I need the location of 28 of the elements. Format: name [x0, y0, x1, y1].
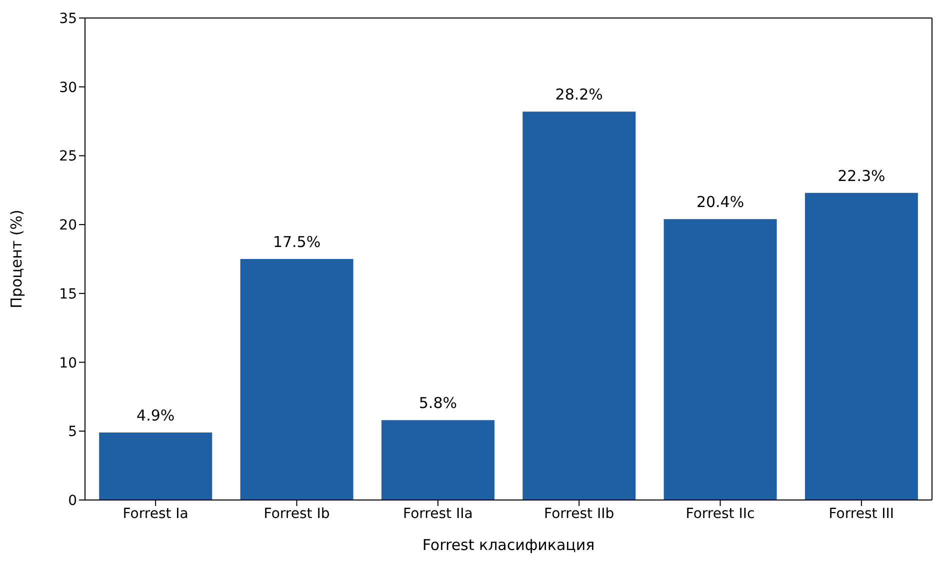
x-axis-title: Forrest класификация: [422, 536, 595, 554]
x-tick-label: Forrest Ia: [122, 506, 188, 522]
data-label: 17.5%: [272, 233, 321, 251]
y-tick-label: 35: [59, 10, 77, 27]
y-axis-title: Процент (%): [7, 210, 26, 308]
x-tick-label: Forrest IIa: [403, 506, 473, 522]
y-tick-label: 30: [59, 80, 77, 96]
data-label: 5.8%: [418, 394, 458, 412]
y-tick-label: 5: [68, 424, 77, 440]
y-tick-label: 0: [68, 492, 77, 509]
bar: [99, 432, 212, 500]
x-tick-label: Forrest IIb: [544, 506, 614, 522]
bar: [240, 259, 354, 500]
x-tick-label: Forrest III: [828, 506, 894, 522]
y-tick-label: 15: [59, 286, 77, 302]
y-tick-label: 25: [59, 148, 77, 165]
y-tick-label: 10: [59, 355, 77, 372]
y-tick-label: 20: [59, 218, 77, 234]
data-label: 28.2%: [555, 86, 603, 104]
bar: [664, 219, 777, 500]
bar: [381, 420, 494, 500]
data-label: 4.9%: [136, 406, 175, 425]
x-tick-label: Forrest Ib: [264, 506, 330, 522]
x-tick-label: Forrest IIc: [686, 506, 755, 522]
data-label: 22.3%: [838, 166, 886, 185]
data-label: 20.4%: [696, 193, 744, 212]
bar: [522, 112, 636, 500]
bar: [804, 192, 918, 500]
